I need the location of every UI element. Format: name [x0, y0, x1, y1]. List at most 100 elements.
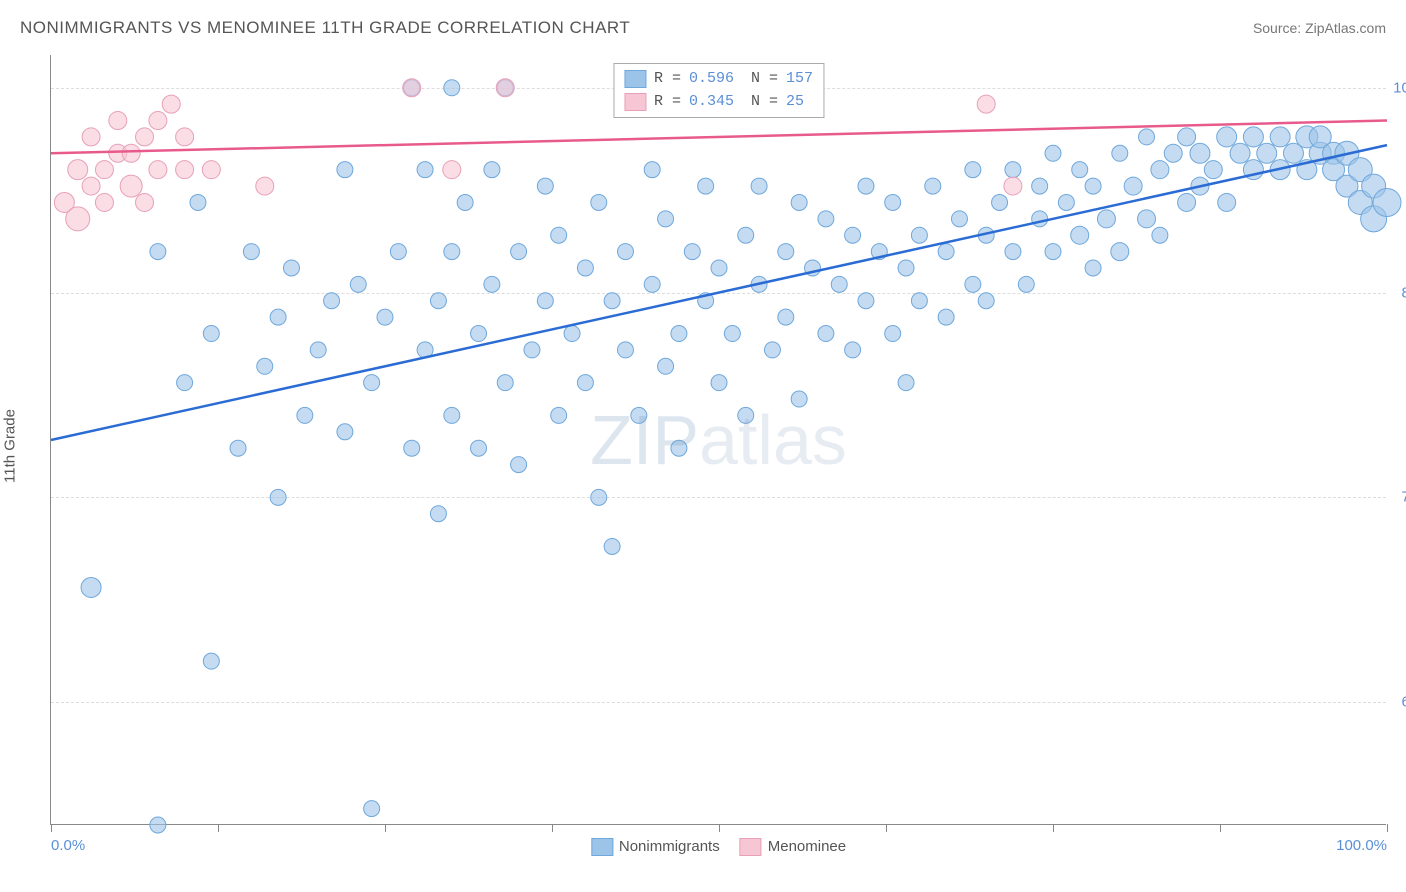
data-point [938, 309, 954, 325]
data-point [791, 194, 807, 210]
data-point [149, 112, 167, 130]
data-point [497, 375, 513, 391]
data-point [591, 489, 607, 505]
stat-n-label: N = [742, 91, 778, 114]
data-point [778, 244, 794, 260]
data-point [1085, 260, 1101, 276]
data-point [1190, 143, 1210, 163]
data-point [403, 79, 421, 97]
data-point [1005, 244, 1021, 260]
data-point [430, 293, 446, 309]
trend-line [51, 145, 1387, 440]
data-point [698, 178, 714, 194]
data-point [911, 293, 927, 309]
x-tick [218, 824, 219, 832]
data-point [524, 342, 540, 358]
data-point [1139, 129, 1155, 145]
data-point [1005, 162, 1021, 178]
x-tick [385, 824, 386, 832]
data-point [537, 293, 553, 309]
x-tick [1220, 824, 1221, 832]
data-point [911, 227, 927, 243]
data-point [604, 538, 620, 554]
data-point [150, 244, 166, 260]
data-point [1112, 145, 1128, 161]
data-point [122, 144, 140, 162]
data-point [511, 244, 527, 260]
data-point [671, 326, 687, 342]
legend-item: Nonimmigrants [591, 838, 720, 856]
data-point [1217, 127, 1237, 147]
data-point [177, 375, 193, 391]
data-point [203, 653, 219, 669]
data-point [604, 293, 620, 309]
data-point [511, 457, 527, 473]
data-point [791, 391, 807, 407]
data-point [1072, 162, 1088, 178]
data-point [764, 342, 780, 358]
data-point [845, 227, 861, 243]
data-point [230, 440, 246, 456]
data-point [109, 112, 127, 130]
x-tick-label: 100.0% [1336, 837, 1387, 854]
y-axis-label: 11th Grade [2, 409, 19, 483]
scatter-plot [51, 55, 1386, 824]
data-point [310, 342, 326, 358]
x-tick [719, 824, 720, 832]
data-point [711, 375, 727, 391]
data-point [297, 407, 313, 423]
data-point [885, 326, 901, 342]
legend-swatch-icon [591, 838, 613, 856]
x-tick [886, 824, 887, 832]
data-point [1178, 193, 1196, 211]
data-point [738, 407, 754, 423]
data-point [978, 293, 994, 309]
y-tick-label: 100.0% [1392, 79, 1406, 96]
data-point [190, 194, 206, 210]
data-point [66, 207, 90, 231]
x-tick-label: 0.0% [51, 837, 85, 854]
data-point [364, 801, 380, 817]
data-point [257, 358, 273, 374]
stat-r-value: 0.596 [689, 68, 734, 91]
data-point [992, 194, 1008, 210]
data-point [671, 440, 687, 456]
data-point [364, 375, 380, 391]
legend-item: Menominee [740, 838, 846, 856]
legend-label: Menominee [768, 838, 846, 855]
data-point [551, 407, 567, 423]
stats-legend-box: R =0.596 N =157R =0.345 N = 25 [613, 63, 824, 118]
stat-r-label: R = [654, 68, 681, 91]
legend-label: Nonimmigrants [619, 838, 720, 855]
stat-n-value: 157 [786, 68, 813, 91]
data-point [644, 162, 660, 178]
data-point [1270, 127, 1290, 147]
y-tick-label: 75.0% [1392, 489, 1406, 506]
data-point [965, 162, 981, 178]
chart-title: NONIMMIGRANTS VS MENOMINEE 11TH GRADE CO… [20, 18, 630, 38]
data-point [1373, 188, 1401, 216]
data-point [818, 211, 834, 227]
data-point [1178, 128, 1196, 146]
data-point [444, 244, 460, 260]
data-point [577, 375, 593, 391]
legend-swatch-icon [624, 70, 646, 88]
data-point [68, 160, 88, 180]
data-point [658, 211, 674, 227]
bottom-legend: Nonimmigrants Menominee [591, 838, 846, 856]
data-point [1243, 127, 1263, 147]
data-point [1032, 178, 1048, 194]
data-point [818, 326, 834, 342]
data-point [1111, 243, 1129, 261]
data-point [617, 342, 633, 358]
data-point [738, 227, 754, 243]
stat-n-label: N = [742, 68, 778, 91]
data-point [95, 193, 113, 211]
data-point [1071, 226, 1089, 244]
data-point [631, 407, 647, 423]
data-point [537, 178, 553, 194]
data-point [858, 293, 874, 309]
data-point [484, 276, 500, 292]
data-point [443, 161, 461, 179]
data-point [444, 80, 460, 96]
